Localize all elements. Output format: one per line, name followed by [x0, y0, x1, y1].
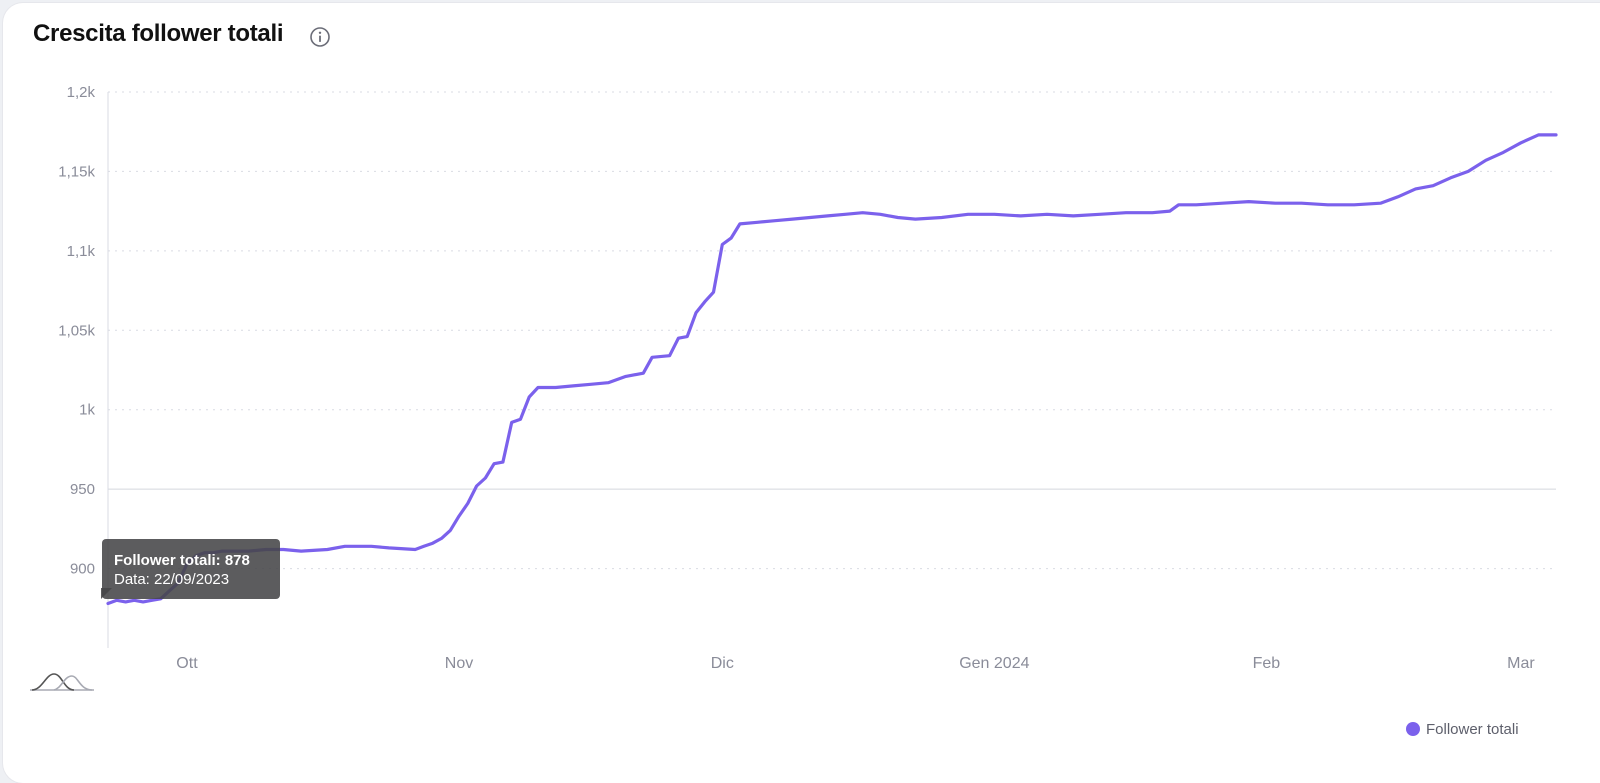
x-tick-label: Mar: [1507, 655, 1535, 672]
y-tick-label: 1,15k: [58, 163, 95, 180]
legend-marker: [1406, 722, 1420, 736]
y-tick-label: 950: [70, 481, 95, 498]
chart-card: [3, 3, 1600, 783]
y-tick-label: 1k: [79, 402, 95, 419]
series-line-follower-totali: [106, 133, 1558, 606]
chart-title: Crescita follower totali: [33, 20, 284, 47]
x-tick-label: Feb: [1253, 655, 1281, 672]
x-tick-label: Gen 2024: [959, 655, 1029, 672]
y-tick-label: 1,2k: [67, 84, 96, 101]
x-tick-label: Ott: [176, 655, 198, 672]
line-chart: 900 950 1k 1,05k 1,1k 1,15k 1,2k Ott Nov Dic Gen 2…: [58, 84, 1558, 672]
data-tooltip: Follower totali: 878 Data: 22/09/2023: [102, 539, 280, 599]
y-tick-label: 1,1k: [67, 243, 96, 260]
y-tick-label: 1,05k: [58, 322, 95, 339]
tooltip-pointer: [101, 588, 112, 599]
x-tick-label: Dic: [711, 655, 734, 672]
y-tick-label: 900: [70, 561, 95, 578]
chart-legend[interactable]: Follower totali: [1406, 719, 1519, 739]
legend-label: Follower totali: [1426, 720, 1519, 738]
tooltip-value: Follower totali: 878: [114, 552, 250, 569]
distribution-chart-icon[interactable]: [28, 668, 96, 694]
x-tick-label: Nov: [445, 655, 473, 672]
info-icon[interactable]: [309, 26, 331, 48]
tooltip-date: Data: 22/09/2023: [114, 571, 230, 588]
